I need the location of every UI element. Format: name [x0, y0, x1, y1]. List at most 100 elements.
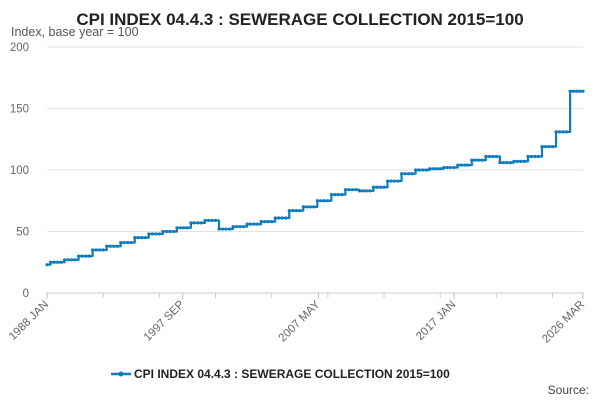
data-point[interactable]: [280, 216, 284, 220]
data-point[interactable]: [354, 188, 358, 192]
data-point[interactable]: [291, 208, 295, 213]
data-point[interactable]: [361, 189, 365, 193]
data-point[interactable]: [238, 224, 242, 229]
data-point[interactable]: [171, 229, 175, 234]
data-point[interactable]: [491, 154, 495, 159]
legend-label[interactable]: CPI INDEX 04.4.3 : SEWERAGE COLLECTION 2…: [134, 367, 450, 381]
data-point[interactable]: [315, 199, 319, 203]
series-layer[interactable]: [45, 89, 585, 267]
data-point[interactable]: [227, 227, 232, 231]
data-point[interactable]: [477, 158, 481, 162]
data-point[interactable]: [501, 161, 505, 165]
data-point[interactable]: [406, 172, 411, 176]
data-point[interactable]: [396, 179, 400, 183]
data-point[interactable]: [574, 89, 579, 93]
data-point[interactable]: [378, 185, 383, 189]
data-point[interactable]: [192, 221, 197, 225]
data-point[interactable]: [84, 254, 88, 258]
data-point[interactable]: [119, 240, 123, 245]
data-point[interactable]: [333, 193, 337, 197]
data-point[interactable]: [564, 130, 569, 134]
data-point[interactable]: [259, 220, 263, 224]
data-point[interactable]: [273, 216, 277, 220]
data-point[interactable]: [522, 159, 527, 163]
data-point[interactable]: [435, 167, 439, 171]
data-point[interactable]: [375, 185, 379, 189]
data-point[interactable]: [571, 89, 575, 93]
data-point[interactable]: [449, 165, 453, 170]
data-point[interactable]: [189, 221, 193, 225]
data-point[interactable]: [536, 154, 541, 159]
data-point[interactable]: [210, 218, 214, 223]
data-point[interactable]: [561, 130, 565, 134]
data-point[interactable]: [364, 189, 369, 193]
data-point[interactable]: [52, 260, 56, 264]
data-point[interactable]: [319, 199, 323, 203]
data-point[interactable]: [456, 163, 460, 167]
data-point[interactable]: [294, 208, 298, 213]
data-point[interactable]: [508, 161, 513, 165]
data-point[interactable]: [182, 226, 186, 230]
data-point[interactable]: [126, 240, 130, 245]
data-point[interactable]: [203, 218, 207, 223]
data-point[interactable]: [526, 154, 530, 159]
data-point[interactable]: [438, 167, 442, 171]
data-point[interactable]: [73, 258, 77, 262]
data-point[interactable]: [547, 145, 551, 149]
data-point[interactable]: [389, 179, 393, 183]
legend[interactable]: CPI INDEX 04.4.3 : SEWERAGE COLLECTION 2…: [111, 367, 450, 381]
data-point[interactable]: [213, 218, 218, 223]
data-point[interactable]: [428, 167, 432, 171]
data-point[interactable]: [487, 154, 491, 159]
data-point[interactable]: [533, 154, 537, 159]
data-point[interactable]: [105, 244, 109, 248]
data-point[interactable]: [540, 145, 544, 149]
data-point[interactable]: [122, 240, 126, 245]
data-point[interactable]: [301, 205, 305, 209]
data-point[interactable]: [414, 168, 418, 172]
data-point[interactable]: [505, 161, 509, 165]
data-point[interactable]: [277, 216, 281, 220]
data-point[interactable]: [147, 232, 151, 236]
data-point[interactable]: [196, 221, 200, 225]
data-point[interactable]: [206, 218, 211, 223]
data-point[interactable]: [263, 220, 267, 224]
data-point[interactable]: [161, 229, 165, 234]
data-point[interactable]: [115, 244, 119, 248]
data-point[interactable]: [554, 130, 558, 134]
data-point[interactable]: [308, 205, 312, 209]
data-point[interactable]: [371, 185, 376, 189]
data-point[interactable]: [515, 159, 520, 163]
data-point[interactable]: [568, 89, 572, 93]
data-point[interactable]: [322, 199, 326, 203]
data-point[interactable]: [452, 165, 456, 170]
data-point[interactable]: [270, 220, 274, 224]
data-point[interactable]: [80, 254, 84, 258]
data-point[interactable]: [217, 227, 221, 231]
data-point[interactable]: [543, 145, 548, 149]
data-point[interactable]: [48, 260, 53, 264]
data-point[interactable]: [357, 189, 362, 193]
data-point[interactable]: [157, 232, 161, 236]
data-point[interactable]: [424, 168, 428, 172]
data-point[interactable]: [442, 165, 446, 170]
data-point[interactable]: [445, 165, 449, 170]
data-point[interactable]: [112, 244, 116, 248]
data-point[interactable]: [108, 244, 112, 248]
data-point[interactable]: [69, 258, 74, 262]
data-point[interactable]: [241, 224, 246, 229]
data-point[interactable]: [431, 167, 435, 171]
data-point[interactable]: [463, 163, 467, 167]
data-point[interactable]: [45, 263, 49, 267]
data-point[interactable]: [305, 205, 309, 209]
data-point[interactable]: [136, 236, 140, 240]
data-point[interactable]: [329, 193, 333, 197]
data-point[interactable]: [224, 227, 228, 231]
data-point[interactable]: [87, 254, 91, 258]
data-point[interactable]: [220, 227, 225, 231]
data-point[interactable]: [470, 158, 474, 162]
data-point[interactable]: [382, 185, 386, 189]
data-point[interactable]: [252, 222, 256, 226]
data-point[interactable]: [326, 199, 330, 203]
data-point[interactable]: [178, 226, 183, 230]
